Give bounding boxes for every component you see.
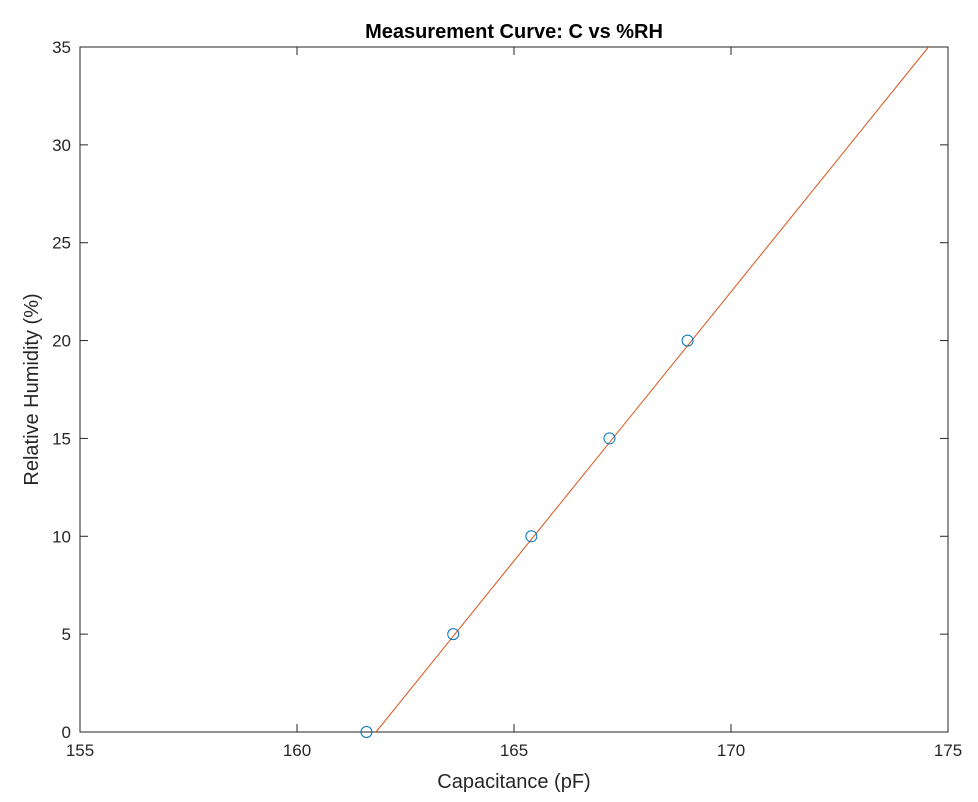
x-axis-label: Capacitance (pF) — [437, 771, 590, 793]
plot-area — [80, 47, 948, 732]
y-tick-label: 10 — [52, 527, 71, 546]
y-tick-label: 0 — [62, 723, 71, 742]
plot-background — [80, 47, 948, 732]
y-tick-label: 35 — [52, 38, 71, 57]
data-point — [681, 334, 694, 347]
x-ticks: 155 160 165 170 175 — [66, 47, 962, 760]
x-tick-label: 175 — [934, 741, 962, 760]
y-tick-label: 25 — [52, 234, 71, 253]
data-point — [447, 628, 460, 641]
y-tick-label: 15 — [52, 429, 71, 448]
y-ticks: 0 5 10 15 20 25 30 35 — [52, 38, 948, 742]
y-axis-label: Relative Humidity (%) — [21, 293, 43, 485]
chart-title: Measurement Curve: C vs %RH — [365, 21, 663, 43]
data-point — [603, 432, 616, 445]
x-tick-label: 165 — [500, 741, 528, 760]
y-tick-label: 5 — [62, 625, 71, 644]
fit-line — [375, 46, 929, 733]
data-point — [525, 530, 538, 543]
y-tick-label: 30 — [52, 136, 71, 155]
x-tick-label: 155 — [66, 741, 94, 760]
data-point — [360, 726, 373, 738]
series-layer — [360, 46, 929, 738]
x-tick-label: 160 — [283, 741, 311, 760]
x-tick-label: 170 — [717, 741, 745, 760]
y-tick-label: 20 — [52, 332, 71, 351]
